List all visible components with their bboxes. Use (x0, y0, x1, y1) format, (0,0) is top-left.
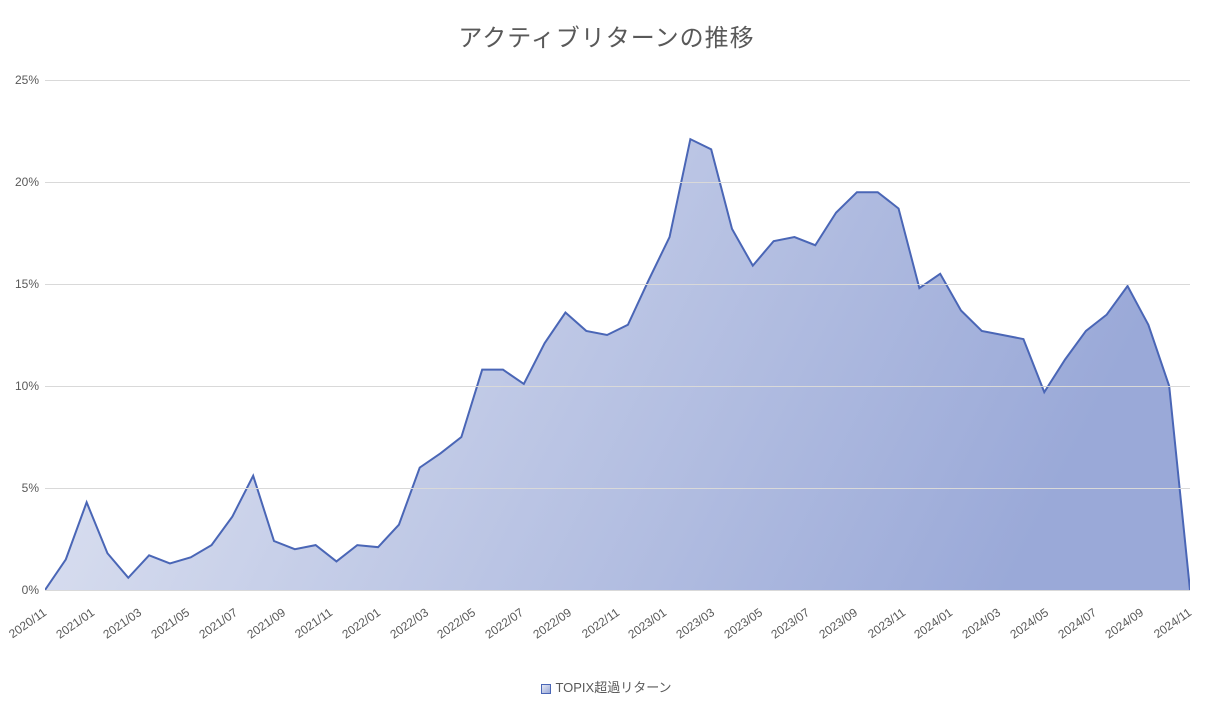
x-tick-label: 2022/05 (435, 605, 479, 641)
x-tick-label: 2020/11 (6, 605, 49, 641)
x-tick-label: 2023/01 (626, 605, 670, 641)
x-tick-label: 2024/05 (1007, 605, 1051, 641)
gridline (45, 182, 1190, 183)
gridline (45, 386, 1190, 387)
legend: TOPIX超過リターン (0, 677, 1213, 696)
y-tick-label: 0% (5, 583, 39, 597)
x-tick-label: 2023/07 (769, 605, 813, 641)
y-tick-label: 25% (5, 73, 39, 87)
x-tick-label: 2021/05 (149, 605, 193, 641)
gridline (45, 80, 1190, 81)
x-tick-label: 2024/11 (1151, 605, 1194, 641)
chart-container: アクティブリターンの推移 0%5%10%15%20%25% 2020/11202… (0, 0, 1213, 711)
gridline (45, 284, 1190, 285)
y-tick-label: 10% (5, 379, 39, 393)
x-tick-label: 2024/07 (1055, 605, 1099, 641)
gridline (45, 488, 1190, 489)
x-tick-label: 2022/03 (387, 605, 431, 641)
x-tick-label: 2024/09 (1103, 605, 1147, 641)
x-tick-label: 2024/03 (960, 605, 1004, 641)
x-axis: 2020/112021/012021/032021/052021/072021/… (45, 592, 1190, 662)
area-fill (45, 139, 1190, 590)
x-tick-label: 2023/09 (816, 605, 860, 641)
y-tick-label: 15% (5, 277, 39, 291)
y-tick-label: 20% (5, 175, 39, 189)
x-tick-label: 2024/01 (912, 605, 956, 641)
x-tick-label: 2021/09 (244, 605, 288, 641)
x-tick-label: 2021/03 (101, 605, 145, 641)
chart-title: アクティブリターンの推移 (0, 18, 1213, 53)
area-series-svg (45, 80, 1190, 590)
x-tick-label: 2023/03 (673, 605, 717, 641)
x-tick-label: 2023/05 (721, 605, 765, 641)
x-tick-label: 2021/01 (53, 605, 97, 641)
y-tick-label: 5% (5, 481, 39, 495)
x-tick-label: 2022/09 (530, 605, 574, 641)
plot-area: 0%5%10%15%20%25% (45, 80, 1190, 590)
x-tick-label: 2022/11 (579, 605, 622, 641)
legend-label: TOPIX超過リターン (555, 680, 671, 695)
x-tick-label: 2023/11 (865, 605, 908, 641)
x-tick-label: 2021/07 (196, 605, 240, 641)
x-tick-label: 2021/11 (292, 605, 335, 641)
x-tick-label: 2022/07 (483, 605, 527, 641)
x-tick-label: 2022/01 (339, 605, 383, 641)
legend-swatch (541, 684, 551, 694)
gridline (45, 590, 1190, 591)
